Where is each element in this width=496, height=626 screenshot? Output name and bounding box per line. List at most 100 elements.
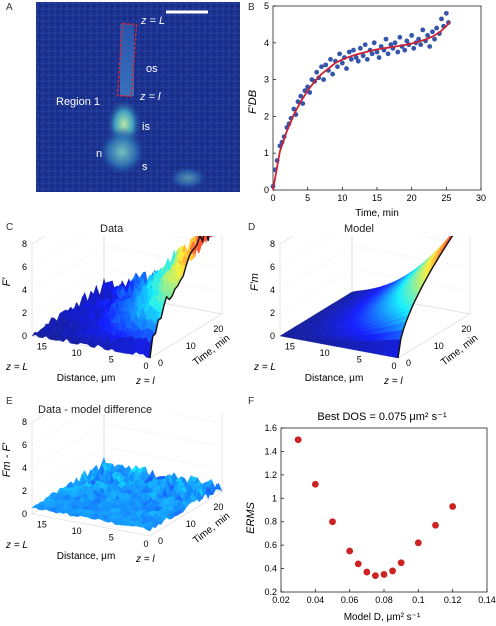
chart-b-data-point bbox=[385, 51, 391, 57]
z-tick-label: 4 bbox=[22, 285, 27, 295]
chart-b-data-point bbox=[348, 56, 354, 62]
distance-tick-label: 15 bbox=[285, 342, 295, 352]
chart-f: 0.02 0.04 0.06 0.08 0.1 0.12 0.14 0.2 0.4 0.6 0.8 1… bbox=[245, 411, 496, 623]
chart-f-data-point bbox=[449, 503, 457, 510]
chart-f-x-axis-label: Model D, μm² s⁻¹ bbox=[344, 612, 421, 623]
z-tick-label: 8 bbox=[22, 239, 27, 249]
label-os: os bbox=[146, 63, 158, 75]
label-z-equals-L: z = L bbox=[140, 15, 165, 27]
chart-f-y-tick-label: 0.4 bbox=[264, 564, 277, 574]
z-equals-l-label: z = l bbox=[383, 376, 403, 386]
time-axis-label: Time, min bbox=[191, 511, 232, 546]
z-equals-L-label: z = L bbox=[253, 362, 276, 373]
neighbor-cell bbox=[168, 166, 208, 190]
chart-f-data-point bbox=[380, 571, 388, 578]
surface-cell bbox=[215, 482, 223, 492]
chart-f-y-tick-label: 1.2 bbox=[264, 470, 277, 480]
chart-b-data-point bbox=[339, 60, 345, 66]
surface-grid-line bbox=[31, 414, 46, 423]
chart-b-data-point bbox=[321, 77, 327, 82]
z-tick-label: 2 bbox=[22, 308, 27, 318]
distance-tick-label: 10 bbox=[72, 526, 82, 536]
z-tick-label: 0 bbox=[22, 509, 27, 519]
chart-b-y-tick-label: 1 bbox=[264, 148, 269, 158]
surface-cell bbox=[447, 236, 451, 239]
chart-f-data-point bbox=[414, 539, 422, 547]
panel-letter-a: A bbox=[6, 2, 13, 13]
chart-b-y-tick-label: 2 bbox=[264, 111, 269, 121]
chart-f-plot: 0.02 0.04 0.06 0.08 0.1 0.12 0.14 0.2 0.4 0.6 0.8 1… bbox=[264, 423, 495, 605]
distance-axis-label: Distance, μm bbox=[57, 373, 116, 384]
time-tick-label: 20 bbox=[461, 324, 471, 334]
chart-f-y-tick-label: 1.4 bbox=[264, 446, 277, 456]
chart-b-data-point bbox=[395, 49, 401, 55]
chart-b-data-point bbox=[369, 51, 375, 57]
distance-tick-label: 5 bbox=[357, 355, 362, 365]
chart-f-data-point bbox=[346, 547, 354, 555]
chart-b-data-point bbox=[402, 47, 408, 53]
chart-b-data-point bbox=[351, 47, 356, 53]
chart-b-x-tick-label: 20 bbox=[407, 193, 417, 203]
chart-b-x-tick-label: 15 bbox=[372, 193, 382, 203]
chart-b-data-point bbox=[409, 33, 415, 38]
chart-f-x-tick-label: 0.1 bbox=[412, 595, 425, 605]
surface-front-edge bbox=[397, 236, 454, 359]
chart-b-data-point bbox=[335, 64, 340, 70]
surface-grid-line bbox=[279, 236, 294, 245]
chart-b-plot-frame bbox=[272, 5, 482, 191]
chart-f-data-point bbox=[372, 572, 379, 579]
z-axis-label: F′m bbox=[249, 273, 261, 291]
z-tick-label: 0 bbox=[22, 331, 27, 341]
z-tick-label: 8 bbox=[270, 239, 275, 249]
chart-b-data-point bbox=[319, 64, 324, 70]
chart-f-y-tick-label: 0.8 bbox=[264, 517, 277, 527]
chart-f-plot-frame bbox=[280, 427, 488, 593]
chart-f-x-tick-label: 0.14 bbox=[478, 595, 496, 605]
time-tick-label: 0 bbox=[406, 358, 411, 368]
surface-cell bbox=[448, 236, 451, 239]
panel-e-title: Data - model difference bbox=[38, 404, 153, 416]
chart-b-y-axis-label: F′DB bbox=[247, 90, 259, 114]
chart-b-data-point bbox=[291, 106, 297, 112]
label-n: n bbox=[96, 148, 102, 160]
surface-cell bbox=[449, 236, 452, 239]
chart-b-data-point bbox=[337, 51, 342, 57]
surface-cell bbox=[209, 236, 214, 238]
surface-front-edge bbox=[149, 236, 210, 359]
z-tick-label: 0 bbox=[270, 331, 275, 341]
chart-f-x-tick-label: 0.08 bbox=[375, 595, 393, 605]
chart-b-data-point bbox=[344, 66, 349, 71]
chart-f-y-tick-label: 0.2 bbox=[264, 587, 277, 597]
chart-b-data-point bbox=[323, 62, 329, 68]
z-tick-label: 2 bbox=[270, 308, 275, 318]
distance-tick-label: 10 bbox=[72, 348, 82, 358]
time-tick-label: 0 bbox=[158, 358, 163, 368]
chart-b-fit-line bbox=[272, 20, 451, 191]
z-axis-label: Fm - F′ bbox=[1, 442, 13, 477]
z-axis-label: F′ bbox=[1, 277, 13, 287]
chart-b-x-tick-label: 10 bbox=[337, 193, 347, 203]
chart-b-data-point bbox=[328, 56, 333, 62]
chart-f-y-tick-label: 0.6 bbox=[264, 540, 277, 550]
distance-axis-label: Distance, μm bbox=[57, 551, 116, 562]
chart-b-data-point bbox=[357, 45, 363, 51]
chart-f-data-point bbox=[363, 568, 371, 576]
chart-f-y-axis-label: ERMS bbox=[245, 501, 257, 533]
time-tick-label: 10 bbox=[186, 519, 196, 529]
chart-b-data-point bbox=[427, 44, 433, 49]
chart-f-data-point bbox=[389, 567, 396, 575]
chart-f-y-tick-label: 1.6 bbox=[264, 423, 277, 433]
surface-grid-line bbox=[31, 268, 223, 314]
z-tick-label: 2 bbox=[22, 486, 27, 496]
chart-b-data-point bbox=[397, 34, 403, 40]
distance-axis-label: Distance, μm bbox=[305, 373, 364, 384]
time-tick-label: 20 bbox=[213, 324, 223, 334]
surface-grid-line bbox=[31, 423, 223, 469]
chart-b-y-tick-label: 5 bbox=[264, 1, 269, 11]
chart-b-data-point bbox=[425, 33, 431, 38]
chart-f-y-tick-label: 1 bbox=[272, 493, 277, 503]
nucleus bbox=[98, 128, 146, 176]
z-equals-L-label: z = L bbox=[5, 540, 28, 551]
